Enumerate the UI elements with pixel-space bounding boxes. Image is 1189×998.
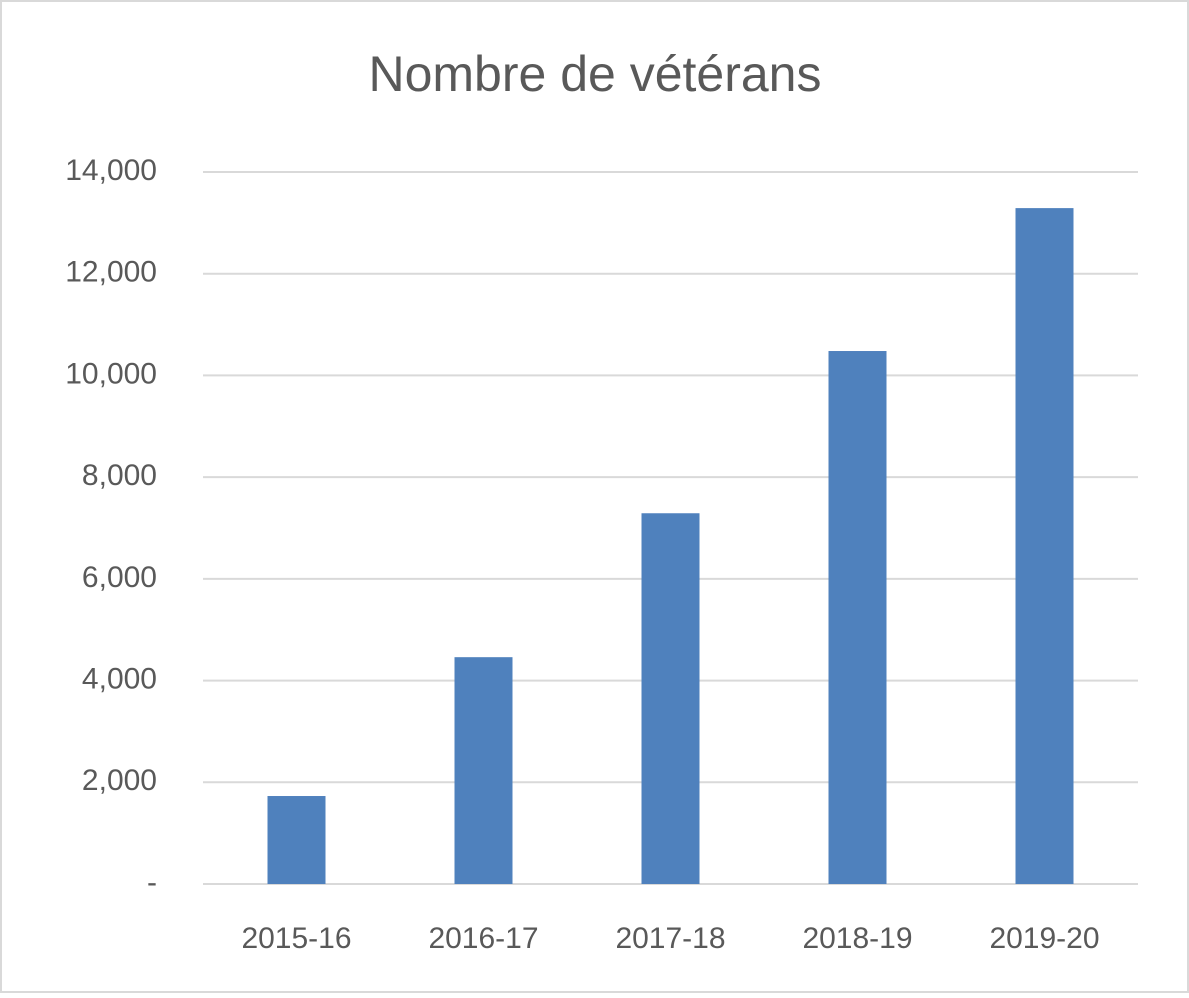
y-tick-label: 6,000 — [82, 561, 157, 594]
y-tick-label: 12,000 — [65, 256, 157, 289]
y-tick-label: 8,000 — [82, 459, 157, 492]
x-tick-label: 2016-17 — [428, 922, 538, 955]
y-tick-label: 14,000 — [65, 154, 157, 187]
y-tick-label: 10,000 — [65, 357, 157, 390]
y-tick-label: 2,000 — [82, 764, 157, 797]
bar — [1015, 208, 1074, 884]
x-tick-label: 2019-20 — [989, 922, 1099, 955]
y-tick-label: 4,000 — [82, 662, 157, 695]
chart-title: Nombre de vétérans — [368, 46, 821, 102]
bar — [267, 796, 326, 884]
x-tick-label: 2018-19 — [802, 922, 912, 955]
x-tick-label: 2017-18 — [615, 922, 725, 955]
bar — [828, 351, 887, 884]
bar — [454, 657, 513, 884]
bar — [641, 513, 700, 884]
x-tick-label: 2015-16 — [241, 922, 351, 955]
y-tick-label: - — [147, 866, 157, 899]
